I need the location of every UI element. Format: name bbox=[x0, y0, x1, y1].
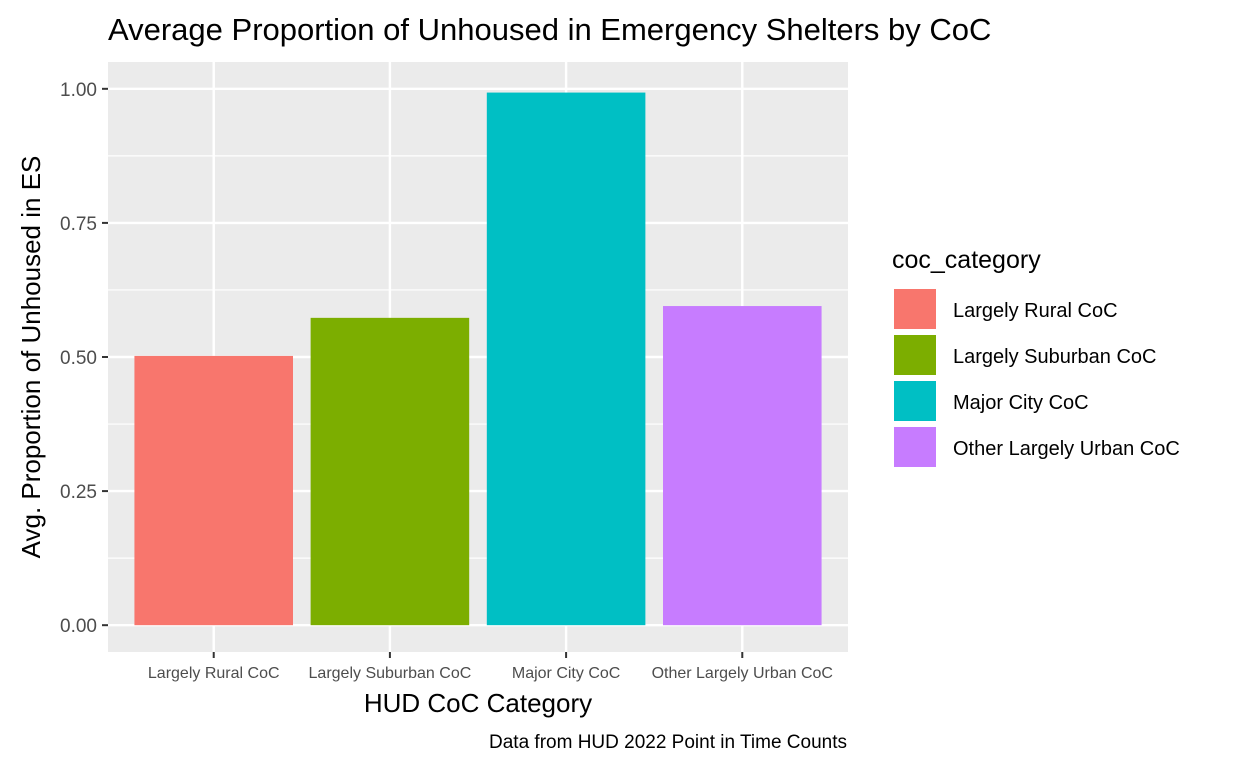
x-tick-label: Largely Suburban CoC bbox=[309, 665, 472, 682]
chart-title: Average Proportion of Unhoused in Emerge… bbox=[108, 12, 991, 47]
x-axis: Largely Rural CoC Largely Suburban CoC Maj… bbox=[148, 652, 833, 682]
legend-label: Major City CoC bbox=[953, 392, 1089, 414]
legend-key bbox=[892, 379, 938, 423]
x-tick-label: Major City CoC bbox=[512, 665, 620, 682]
bar bbox=[310, 317, 470, 626]
legend-key bbox=[892, 425, 938, 469]
legend-label: Other Largely Urban CoC bbox=[953, 438, 1180, 460]
legend-key bbox=[892, 287, 938, 331]
y-tick-label: 0.00 bbox=[60, 616, 97, 637]
x-tick-label: Other Largely Urban CoC bbox=[652, 665, 833, 682]
x-tick-label: Largely Rural CoC bbox=[148, 665, 280, 682]
bar bbox=[663, 306, 822, 626]
legend: coc_category Largely Rural CoC Largely Su… bbox=[892, 246, 1180, 469]
caption: Data from HUD 2022 Point in Time Counts bbox=[489, 732, 847, 753]
y-tick-label: 0.25 bbox=[60, 482, 97, 503]
legend-title: coc_category bbox=[892, 246, 1041, 274]
y-tick-label: 0.50 bbox=[60, 348, 97, 369]
y-tick-label: 1.00 bbox=[60, 80, 97, 101]
bar bbox=[486, 92, 646, 626]
x-axis-title: HUD CoC Category bbox=[364, 688, 592, 718]
legend-key bbox=[892, 333, 938, 377]
legend-label: Largely Suburban CoC bbox=[953, 346, 1156, 368]
y-tick-label: 0.75 bbox=[60, 214, 97, 235]
bar bbox=[134, 355, 293, 626]
legend-label: Largely Rural CoC bbox=[953, 300, 1118, 322]
y-axis: 0.00 0.25 0.50 0.75 1.00 bbox=[60, 80, 108, 637]
y-axis-title: Avg. Proportion of Unhoused in ES bbox=[16, 156, 46, 559]
bars bbox=[134, 92, 822, 626]
